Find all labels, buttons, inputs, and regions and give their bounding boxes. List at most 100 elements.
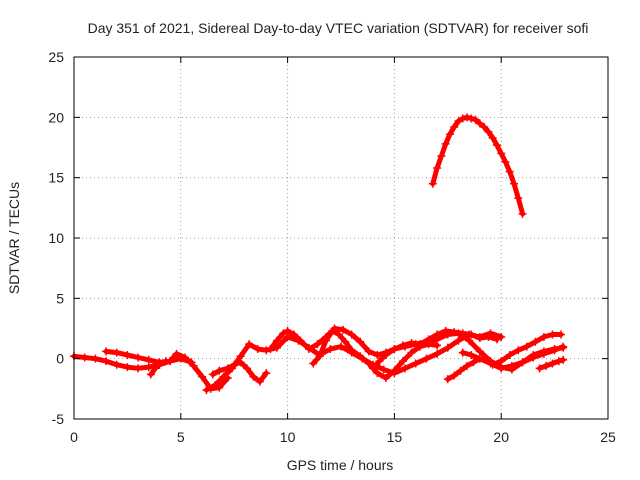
data-point [172, 349, 181, 358]
data-point [488, 360, 497, 369]
data-point [531, 337, 540, 346]
data-point [411, 359, 420, 368]
data-point [480, 122, 489, 131]
data-point [497, 357, 506, 366]
ticks: 0 5 10 15 20 25 -5 0 5 10 15 20 25 [48, 49, 616, 445]
data-point [228, 364, 237, 373]
data-point [443, 343, 452, 352]
y-tick-label: 5 [56, 290, 64, 306]
data-point [554, 357, 563, 366]
data-point [454, 116, 463, 125]
data-point [144, 363, 153, 372]
data-point [475, 354, 484, 363]
data-point [328, 326, 337, 335]
data-point [390, 345, 399, 354]
x-tick-label: 25 [600, 429, 616, 445]
data-point [465, 336, 474, 345]
y-tick-label: 0 [56, 351, 64, 367]
data-point [347, 346, 356, 355]
data-point [450, 371, 459, 380]
data-point [401, 364, 410, 373]
data-point [456, 366, 465, 375]
data-point [102, 347, 111, 356]
y-axis-label: SDTVAR / TECUs [6, 182, 22, 294]
data-point [283, 326, 292, 335]
data-point [219, 372, 228, 381]
data-point [176, 354, 185, 363]
data-point [373, 351, 382, 360]
data-point [123, 351, 132, 360]
series-line-sat-track-5 [203, 330, 504, 393]
data-point [454, 329, 463, 338]
data-point [151, 364, 160, 373]
data-point [202, 386, 211, 395]
data-point [475, 119, 484, 128]
data-point [422, 354, 431, 363]
data-point [548, 330, 557, 339]
data-point [463, 361, 472, 370]
data-point [381, 373, 390, 382]
data-point [433, 164, 442, 173]
data-point [272, 336, 281, 345]
data-point [450, 122, 459, 131]
data-point [458, 114, 467, 123]
data-point [381, 351, 390, 360]
data-point [322, 336, 331, 345]
data-point [390, 366, 399, 375]
data-point [548, 359, 557, 368]
data-point [471, 115, 480, 124]
data-point [337, 342, 345, 351]
data-point [341, 337, 350, 346]
data-point [505, 351, 514, 360]
data-point [518, 209, 527, 218]
data-point [296, 336, 305, 345]
data-point [262, 369, 271, 378]
x-axis-label: GPS time / hours [287, 457, 394, 473]
data-point [514, 346, 523, 355]
data-point [433, 349, 442, 358]
y-tick-label: 20 [48, 109, 64, 125]
data-point [484, 127, 493, 136]
data-point [80, 353, 89, 362]
chart-title: Day 351 of 2021, Sidereal Day-to-day VTE… [88, 20, 589, 36]
data-point [379, 365, 388, 374]
data-point [539, 349, 548, 358]
data-point [356, 337, 365, 346]
data-point [290, 330, 299, 339]
x-tick-label: 20 [493, 429, 509, 445]
data-point [454, 336, 463, 345]
data-point [309, 359, 318, 368]
data-point [356, 352, 365, 361]
data-point [134, 364, 143, 373]
series-layer [70, 113, 568, 395]
data-point [497, 332, 506, 341]
data-point [484, 332, 493, 341]
data-point [249, 372, 258, 381]
data-point [443, 375, 452, 384]
series-line-sat-track-13 [430, 114, 526, 217]
data-point [313, 340, 322, 349]
data-point [535, 364, 544, 373]
data-point [514, 194, 523, 203]
data-point [469, 358, 478, 367]
data-point [463, 113, 472, 122]
data-point [198, 372, 207, 381]
data-point [411, 340, 420, 349]
data-point [339, 325, 348, 334]
data-point [334, 330, 343, 339]
data-point [112, 348, 121, 357]
x-tick-label: 15 [387, 429, 403, 445]
data-point [433, 335, 442, 344]
data-point [187, 358, 196, 367]
data-point [208, 370, 217, 379]
x-tick-label: 10 [280, 429, 296, 445]
data-point [375, 357, 384, 366]
data-point [422, 337, 431, 346]
data-point [488, 133, 497, 142]
data-point [510, 179, 519, 188]
data-point [557, 330, 566, 339]
data-point [91, 354, 100, 363]
data-point [155, 360, 164, 369]
data-point [279, 329, 288, 338]
data-point [542, 361, 551, 370]
